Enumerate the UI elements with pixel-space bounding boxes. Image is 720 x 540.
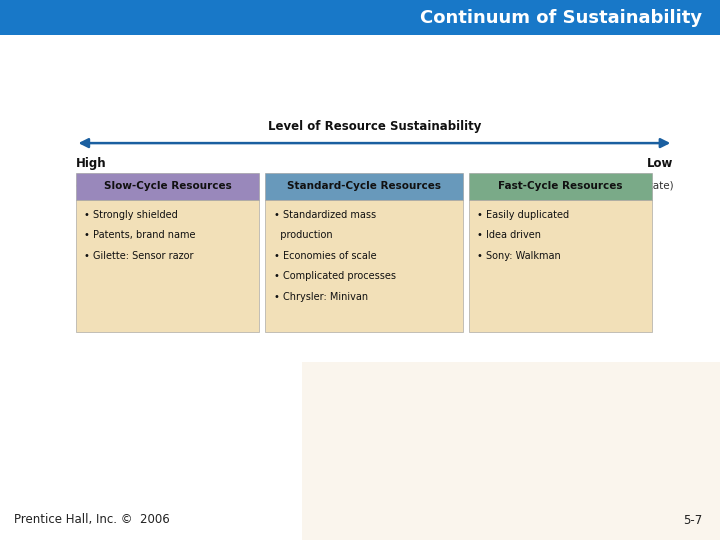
Text: • Economies of scale: • Economies of scale: [274, 251, 377, 261]
Text: • Patents, brand name: • Patents, brand name: [84, 230, 196, 240]
Text: Standard-Cycle Resources: Standard-Cycle Resources: [287, 181, 441, 191]
Text: Slow-Cycle Resources: Slow-Cycle Resources: [104, 181, 231, 191]
Text: • Strongly shielded: • Strongly shielded: [84, 210, 178, 220]
Bar: [302, 362, 720, 540]
Text: (Hard to Imitate): (Hard to Imitate): [76, 181, 163, 191]
Text: 5-7: 5-7: [683, 514, 702, 526]
Bar: [265, 200, 463, 332]
Text: • Standardized mass: • Standardized mass: [274, 210, 376, 220]
Text: production: production: [274, 230, 332, 240]
Text: • Easily duplicated: • Easily duplicated: [477, 210, 570, 220]
Bar: [76, 200, 259, 332]
Bar: [469, 200, 652, 332]
Text: Low: Low: [647, 157, 673, 170]
Bar: [76, 173, 259, 200]
Text: • Complicated processes: • Complicated processes: [274, 271, 395, 281]
Text: • Gilette: Sensor razor: • Gilette: Sensor razor: [84, 251, 194, 261]
Text: Prentice Hall, Inc. ©  2006: Prentice Hall, Inc. © 2006: [14, 514, 170, 526]
Text: Level of Resource Sustainability: Level of Resource Sustainability: [268, 120, 481, 133]
Bar: [469, 173, 652, 200]
Text: (Easy to Imitate): (Easy to Imitate): [587, 181, 673, 191]
Bar: [0, 0, 720, 35]
Text: • Idea driven: • Idea driven: [477, 230, 541, 240]
Bar: [265, 173, 463, 200]
Text: Fast-Cycle Resources: Fast-Cycle Resources: [498, 181, 623, 191]
Text: • Chrysler: Minivan: • Chrysler: Minivan: [274, 292, 368, 302]
Text: High: High: [76, 157, 107, 170]
Text: Continuum of Sustainability: Continuum of Sustainability: [420, 9, 702, 26]
Text: • Sony: Walkman: • Sony: Walkman: [477, 251, 561, 261]
